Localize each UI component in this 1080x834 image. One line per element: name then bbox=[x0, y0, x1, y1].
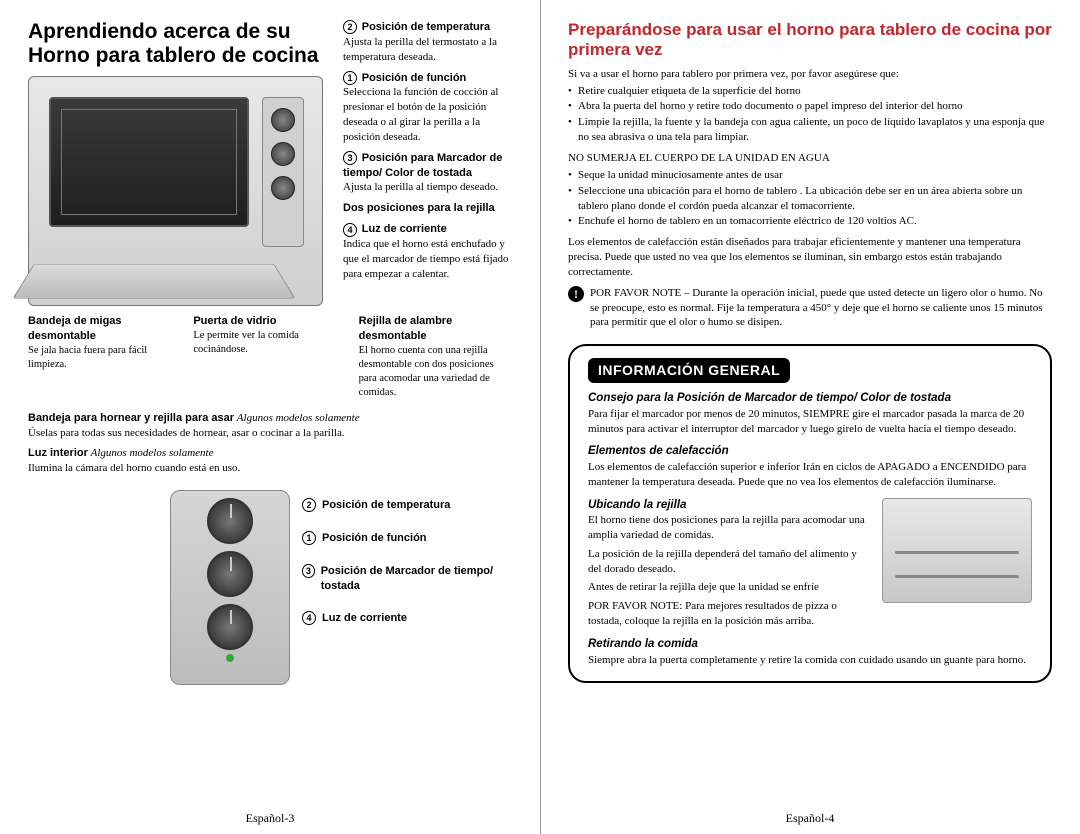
extra-2: Luz interior Algunos modelos solamente I… bbox=[28, 446, 512, 476]
left-page: Aprendiendo acerca de su Horno para tabl… bbox=[0, 0, 540, 834]
part-heading: Puerta de vidrio bbox=[193, 314, 346, 329]
info-tab: INFORMACIÓN GENERAL bbox=[588, 358, 790, 383]
callout-heading: Dos posiciones para la rejilla bbox=[343, 202, 495, 214]
extra-1: Bandeja para hornear y rejilla para asar… bbox=[28, 411, 512, 441]
callout-num-3: 3 bbox=[343, 151, 357, 165]
oven-figure bbox=[28, 76, 323, 306]
list-item: Enchufe el horno de tablero en un tomaco… bbox=[568, 214, 1052, 229]
panel-num-3: 3 bbox=[302, 564, 315, 578]
info-heading: Elementos de calefacción bbox=[588, 444, 1032, 460]
callout-heading: Posición de temperatura bbox=[362, 21, 490, 33]
panel-num-4: 4 bbox=[302, 611, 316, 625]
info-body-line: POR FAVOR NOTE: Para mejores resultados … bbox=[588, 599, 1032, 629]
immersion-warning: NO SUMERJA EL CUERPO DE LA UNIDAD EN AGU… bbox=[568, 151, 1052, 166]
note-text: POR FAVOR NOTE – Durante la operación in… bbox=[590, 286, 1052, 331]
list-item: Limpie la rejilla, la fuente y la bandej… bbox=[568, 115, 1052, 145]
note-icon: ! bbox=[568, 286, 584, 302]
right-footer: Español-4 bbox=[540, 810, 1080, 826]
info-body: Los elementos de calefacción superior e … bbox=[588, 460, 1032, 490]
left-footer: Español-3 bbox=[0, 810, 540, 826]
extra-bold: Luz interior bbox=[28, 447, 88, 459]
panel-labels: 2 Posición de temperatura 1 Posición de … bbox=[302, 490, 512, 685]
prep-list: Retire cualquier etiqueta de la superfic… bbox=[568, 84, 1052, 145]
info-body: Siempre abra la puerta completamente y r… bbox=[588, 653, 1032, 668]
heating-paragraph: Los elementos de calefacción están diseñ… bbox=[568, 235, 1052, 280]
extra-italic: Algunos modelos solamente bbox=[237, 412, 360, 424]
extra-body: Ilumina la cámara del horno cuando está … bbox=[28, 462, 240, 474]
part-body: El horno cuenta con una rejilla desmonta… bbox=[359, 344, 512, 401]
extra-italic: Algunos modelos solamente bbox=[91, 447, 214, 459]
parts-row: Bandeja de migas desmontable Se jala hac… bbox=[28, 314, 512, 400]
info-heading: Retirando la comida bbox=[588, 637, 1032, 653]
callout-body: Ajusta la perilla del termostato a la te… bbox=[343, 36, 497, 63]
callout-body: Ajusta la perilla al tiempo deseado. bbox=[343, 181, 498, 193]
rack-figure bbox=[882, 498, 1032, 603]
panel-label: Posición de temperatura bbox=[322, 498, 450, 513]
part-body: Le permite ver la comida cocinándose. bbox=[193, 329, 346, 357]
callout-num-4: 4 bbox=[343, 223, 357, 237]
panel-label: Luz de corriente bbox=[322, 611, 407, 626]
callout-heading: Posición de función bbox=[362, 72, 467, 84]
panel-label: Posición de Marcador de tiempo/ tostada bbox=[321, 564, 512, 594]
list-item: Retire cualquier etiqueta de la superfic… bbox=[568, 84, 1052, 99]
right-page: Preparándose para usar el horno para tab… bbox=[540, 0, 1080, 834]
callout-body: Selecciona la función de cocción al pres… bbox=[343, 86, 498, 143]
right-title: Preparándose para usar el horno para tab… bbox=[568, 20, 1052, 61]
callout-num-1: 1 bbox=[343, 71, 357, 85]
panel-num-1: 1 bbox=[302, 531, 316, 545]
callout-num-2: 2 bbox=[343, 20, 357, 34]
callouts-column: 2 Posición de temperatura Ajusta la peri… bbox=[343, 20, 512, 306]
info-box: INFORMACIÓN GENERAL Consejo para la Posi… bbox=[568, 344, 1052, 683]
intro-text: Si va a usar el horno para tablero por p… bbox=[568, 67, 1052, 82]
list-item: Abra la puerta del horno y retire todo d… bbox=[568, 99, 1052, 114]
info-body: Para fijar el marcador por menos de 20 m… bbox=[588, 407, 1032, 437]
left-title: Aprendiendo acerca de su Horno para tabl… bbox=[28, 20, 333, 68]
control-panel-figure bbox=[170, 490, 290, 685]
callout-heading: Luz de corriente bbox=[362, 223, 447, 235]
panel-label: Posición de función bbox=[322, 531, 427, 546]
part-body: Se jala hacia fuera para fácil limpieza. bbox=[28, 344, 181, 372]
after-list: Seque la unidad minuciosamente antes de … bbox=[568, 168, 1052, 229]
list-item: Seque la unidad minuciosamente antes de … bbox=[568, 168, 1052, 183]
extra-bold: Bandeja para hornear y rejilla para asar bbox=[28, 412, 234, 424]
callout-heading: Posición para Marcador de tiempo/ Color … bbox=[343, 152, 502, 179]
list-item: Seleccione una ubicación para el horno d… bbox=[568, 184, 1052, 214]
panel-num-2: 2 bbox=[302, 498, 316, 512]
extra-body: Úselas para todas sus necesidades de hor… bbox=[28, 427, 345, 439]
info-heading: Consejo para la Posición de Marcador de … bbox=[588, 391, 1032, 407]
part-heading: Rejilla de alambre desmontable bbox=[359, 314, 512, 344]
callout-body: Indica que el horno está enchufado y que… bbox=[343, 238, 509, 280]
part-heading: Bandeja de migas desmontable bbox=[28, 314, 181, 344]
